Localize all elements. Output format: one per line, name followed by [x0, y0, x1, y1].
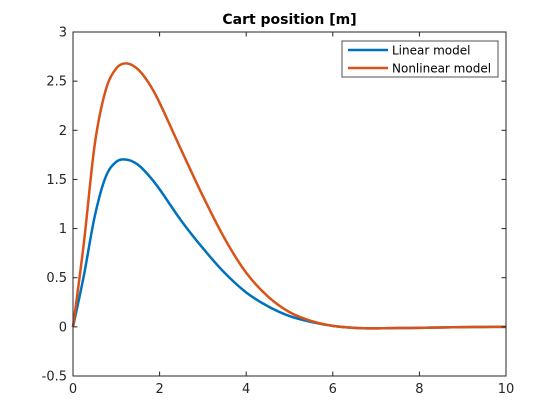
plot-area: [73, 32, 506, 376]
legend: Linear model Nonlinear model: [342, 41, 498, 77]
x-tick-label: 6: [329, 382, 337, 397]
x-tick-label: 0: [69, 382, 77, 397]
legend-label-nonlinear-model: Nonlinear model: [392, 62, 491, 76]
y-tick-label: -0.5: [42, 370, 67, 385]
y-tick-label: 1: [59, 222, 67, 237]
legend-label-linear-model: Linear model: [392, 44, 470, 58]
y-tick-label: 0.5: [46, 271, 67, 286]
y-tick-label: 2: [59, 124, 67, 139]
x-tick-label: 8: [415, 382, 423, 397]
y-tick-label: 1.5: [46, 173, 67, 188]
y-tick-label: 0: [59, 320, 67, 335]
y-tick-label: 2.5: [46, 75, 67, 90]
x-tick-label: 4: [242, 382, 250, 397]
chart-title: Cart position [m]: [222, 12, 356, 28]
y-tick-label: 3: [59, 26, 67, 41]
x-tick-label: 2: [155, 382, 163, 397]
x-tick-label: 10: [498, 382, 515, 397]
